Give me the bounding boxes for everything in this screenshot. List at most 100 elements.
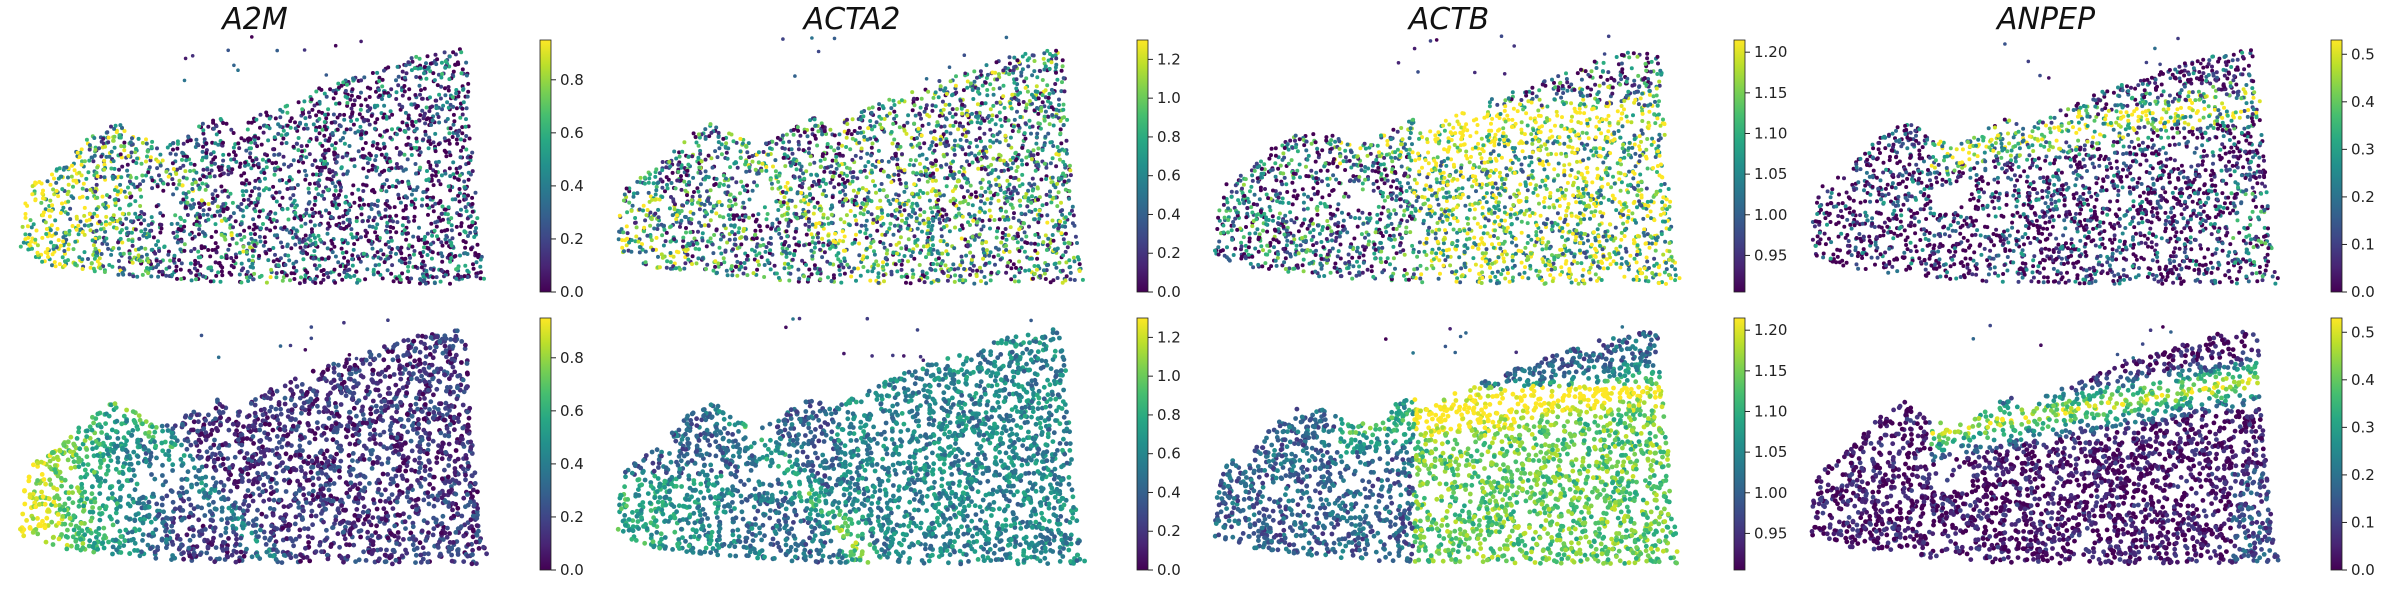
spot (282, 225, 287, 230)
spot (248, 155, 252, 160)
spot (801, 171, 806, 176)
spot (172, 253, 177, 258)
spot (418, 113, 423, 118)
spot (49, 223, 54, 228)
spot (403, 110, 408, 115)
spot (365, 104, 370, 108)
spot (334, 160, 339, 165)
spot (319, 158, 324, 163)
spot (338, 225, 343, 230)
spot (332, 244, 337, 249)
spot (200, 181, 205, 186)
spot (308, 233, 313, 238)
spot (677, 150, 682, 155)
spot (454, 91, 459, 96)
spot (291, 265, 296, 270)
spot (25, 224, 30, 229)
spot (868, 119, 873, 123)
spot (120, 271, 125, 275)
spot (693, 135, 698, 139)
spot (449, 256, 454, 261)
spot (18, 244, 23, 249)
spot (349, 106, 354, 111)
spot (74, 216, 79, 221)
spot (856, 190, 860, 195)
spot (899, 274, 904, 279)
spot (463, 185, 467, 190)
spot (263, 176, 267, 181)
spot (135, 156, 140, 161)
spot (452, 119, 457, 124)
spot (131, 274, 136, 279)
spot (362, 75, 367, 80)
spot (177, 178, 182, 183)
spot (705, 262, 710, 267)
spot (139, 161, 144, 166)
spot (178, 267, 183, 272)
spot (165, 182, 170, 187)
spot (810, 183, 815, 188)
spot (1047, 105, 1052, 110)
spot (337, 112, 342, 117)
spot (363, 277, 368, 282)
spot (1036, 264, 1041, 269)
spot (785, 180, 790, 185)
spot (768, 236, 773, 240)
spot (382, 90, 387, 95)
spot (412, 252, 416, 257)
spot (822, 169, 827, 174)
spot (930, 108, 935, 113)
spot (156, 239, 160, 244)
spot (708, 236, 713, 241)
spot (404, 237, 409, 242)
spot (347, 274, 352, 278)
spot (690, 154, 695, 159)
spot (882, 245, 887, 250)
spot (226, 152, 231, 157)
spot (821, 177, 826, 182)
spot (188, 203, 193, 208)
spot (133, 211, 138, 216)
spot (391, 219, 395, 224)
spot (136, 136, 141, 141)
spot (448, 174, 453, 179)
spot (1007, 72, 1012, 77)
spot (461, 100, 466, 105)
spot (270, 161, 275, 166)
spot (257, 234, 262, 239)
spot (307, 139, 312, 144)
spot (669, 195, 673, 199)
spot (943, 218, 948, 223)
spot (757, 251, 762, 256)
spot (181, 175, 186, 180)
spot (657, 265, 662, 270)
spot (248, 137, 253, 142)
spot (918, 250, 923, 255)
spot (869, 212, 874, 217)
spot (122, 129, 127, 133)
spot (869, 145, 874, 150)
spot (94, 207, 99, 212)
spot (65, 192, 70, 197)
spot (61, 167, 66, 172)
spot (107, 263, 112, 267)
spot (281, 154, 286, 159)
spot (256, 161, 261, 166)
spot (221, 171, 226, 176)
spot (430, 233, 435, 238)
spot (1046, 58, 1051, 63)
spot (747, 215, 751, 220)
spot (915, 226, 920, 231)
spot (370, 71, 375, 75)
stray-spot (275, 48, 279, 53)
spot (289, 203, 294, 208)
spot (840, 143, 844, 148)
spot (409, 202, 414, 207)
spot (741, 271, 746, 276)
spot (158, 163, 163, 168)
spot (875, 228, 880, 233)
spot (405, 123, 410, 128)
spot (337, 180, 342, 185)
spot (190, 197, 195, 202)
spot (624, 224, 629, 229)
